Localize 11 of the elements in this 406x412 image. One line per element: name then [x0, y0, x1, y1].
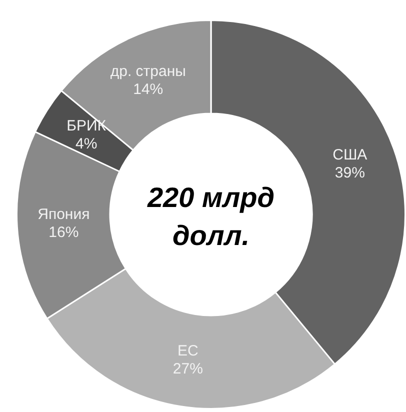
data-label: 16%: [48, 224, 79, 241]
slice-label: БРИК: [66, 118, 106, 135]
slice-label: США: [332, 146, 368, 164]
data-label: 27%: [172, 360, 203, 378]
text: 220 млрд долл.: [146, 182, 275, 252]
data-label: 14%: [133, 81, 164, 98]
slice-label: Япония: [38, 206, 90, 223]
data-label: 4%: [76, 136, 98, 153]
slice-label: ЕС: [177, 342, 198, 360]
slice-label: др. страны: [110, 63, 186, 80]
data-label: 39%: [334, 164, 365, 182]
